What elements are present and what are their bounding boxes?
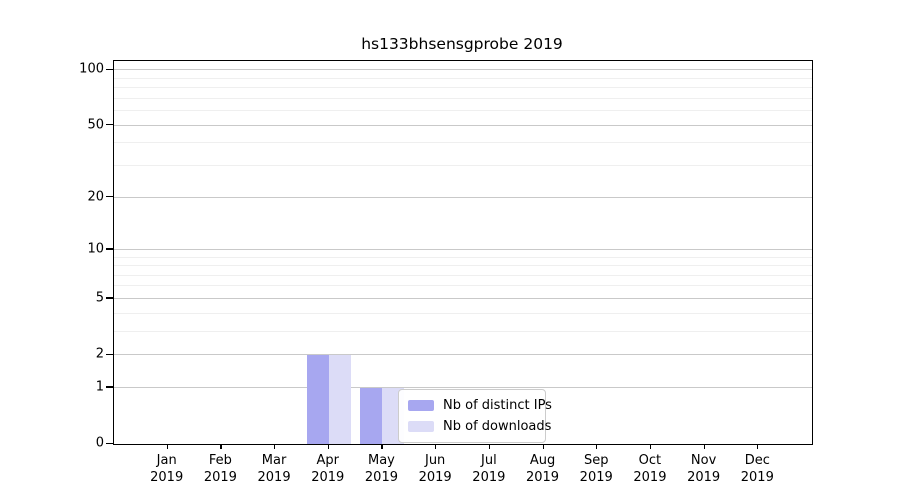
major-gridline [114, 196, 812, 198]
y-axis-tick-mark [106, 442, 113, 444]
major-gridline [114, 69, 812, 71]
y-axis-tick-label: 20 [87, 189, 104, 205]
minor-gridline [114, 142, 812, 144]
minor-gridline [114, 285, 812, 287]
x-axis-tick-mark [381, 444, 383, 449]
y-axis-tick-label: 0 [95, 435, 104, 451]
major-gridline [114, 124, 812, 126]
y-axis-tick-label: 5 [95, 290, 104, 306]
bar [328, 355, 351, 444]
x-axis-tick-label: Nov 2019 [687, 453, 721, 485]
x-axis-tick-label: Aug 2019 [525, 453, 560, 485]
minor-gridline [114, 256, 812, 258]
y-axis-tick-label: 10 [87, 241, 104, 257]
major-gridline [114, 297, 812, 299]
x-axis-tick-mark [327, 444, 329, 449]
y-axis-tick-mark [106, 353, 113, 355]
legend-label: Nb of distinct IPs [443, 398, 552, 413]
x-axis-tick-label: May 2019 [364, 453, 398, 485]
y-axis-tick-label: 2 [95, 346, 104, 362]
x-axis-tick-mark [220, 444, 222, 449]
legend-swatch [408, 400, 434, 411]
y-axis-tick-mark [106, 124, 113, 126]
y-axis-tick-label: 100 [79, 61, 104, 77]
minor-gridline [114, 77, 812, 79]
y-axis-tick-label: 50 [87, 117, 104, 133]
major-gridline [114, 354, 812, 356]
x-axis-tick-label: Jul 2019 [472, 453, 506, 485]
minor-gridline [114, 312, 812, 314]
x-axis-tick-mark [757, 444, 759, 449]
x-axis-tick-label: Jun 2019 [418, 453, 452, 485]
legend-item: Nb of distinct IPs [408, 397, 552, 414]
minor-gridline [114, 274, 812, 276]
legend-label: Nb of downloads [443, 419, 552, 434]
legend-swatch [408, 421, 434, 432]
x-axis-tick-mark [488, 444, 491, 449]
bar [360, 387, 383, 444]
x-axis-tick-label: Dec 2019 [740, 453, 774, 485]
minor-gridline [114, 110, 812, 112]
y-axis-tick-mark [106, 248, 113, 250]
plot-area: Nb of distinct IPs Nb of downloads [113, 60, 813, 445]
x-axis-tick-mark [435, 444, 437, 449]
minor-gridline [114, 97, 812, 99]
minor-gridline [114, 330, 812, 332]
chart-title: hs133bhsensgprobe 2019 [361, 35, 563, 53]
y-axis-tick-label: 1 [95, 379, 104, 395]
x-axis-tick-mark [596, 444, 598, 449]
y-axis-tick-mark [106, 386, 113, 388]
major-gridline [114, 248, 812, 250]
legend-item: Nb of downloads [408, 418, 551, 435]
y-axis-tick-mark [106, 196, 113, 198]
x-axis-tick-label: Apr 2019 [311, 453, 345, 485]
bar [306, 355, 329, 444]
y-axis-tick-mark [106, 297, 113, 299]
legend: Nb of distinct IPs Nb of downloads [398, 389, 552, 443]
x-axis-tick-label: Sep 2019 [579, 453, 613, 485]
x-axis-tick-label: Feb 2019 [203, 453, 237, 485]
minor-gridline [114, 87, 812, 89]
major-gridline [114, 386, 812, 388]
minor-gridline [114, 265, 812, 267]
x-axis-tick-mark [166, 444, 168, 449]
minor-gridline [114, 165, 812, 167]
x-axis-tick-label: Mar 2019 [257, 453, 291, 485]
x-axis-tick-label: Jan 2019 [150, 453, 184, 485]
x-axis-tick-mark [649, 444, 652, 449]
x-axis-tick-label: Oct 2019 [633, 453, 667, 485]
x-axis-tick-mark [703, 444, 705, 449]
x-axis-tick-mark [542, 444, 544, 449]
y-axis-tick-mark [106, 68, 113, 71]
x-axis-tick-mark [274, 444, 276, 449]
